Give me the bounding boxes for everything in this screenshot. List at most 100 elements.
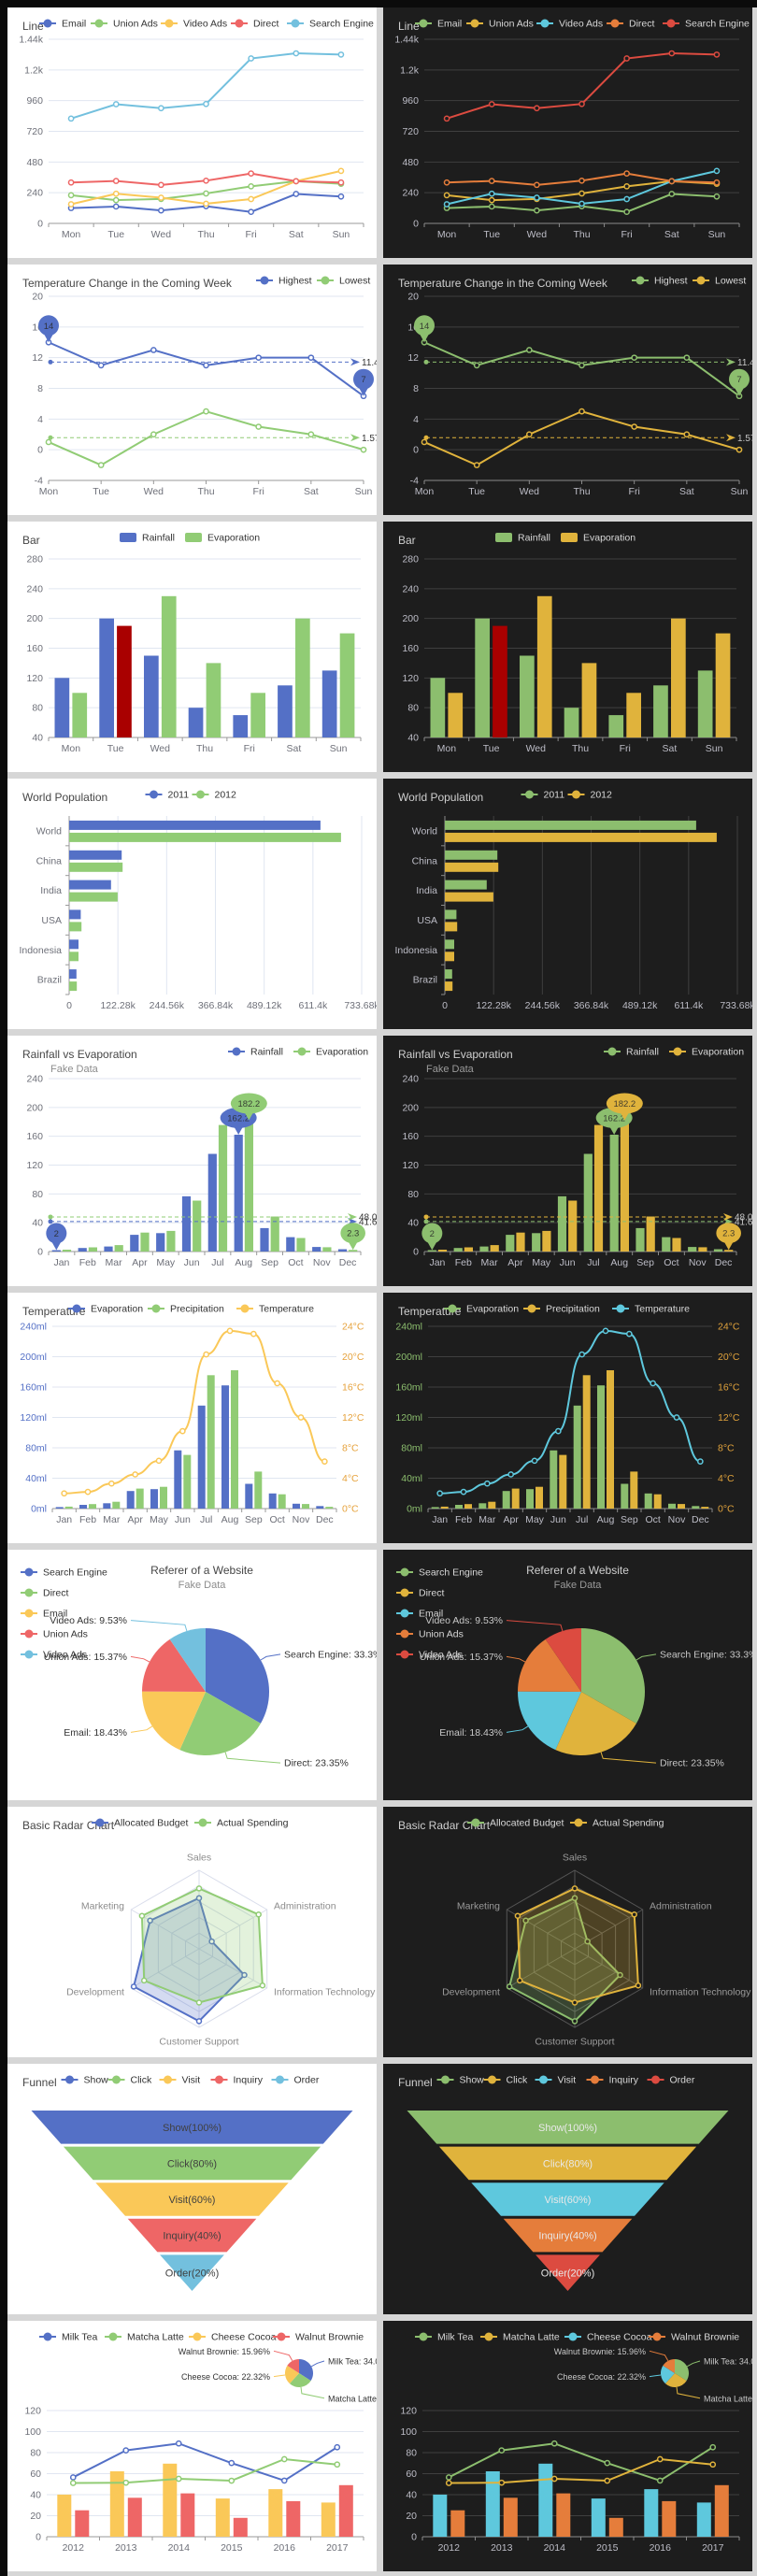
legend-item-video-ads[interactable]: Video Ads (396, 1650, 463, 1661)
legend-item-visit[interactable]: Visit (535, 2075, 577, 2086)
chart-cell-radar-basic-dark[interactable]: Basic Radar Chart Allocated Budget Actual … (383, 1807, 752, 2057)
legend-item-order[interactable]: Order (647, 2075, 695, 2086)
chart-canvas-rainfall-evaporation-dark[interactable]: Rainfall vs Evaporation Fake Data Rainfall… (383, 1036, 752, 1286)
chart-canvas-radar-basic-dark[interactable]: Basic Radar Chart Allocated Budget Actual … (383, 1807, 752, 2057)
legend-item-video-ads[interactable]: Video Ads (536, 19, 603, 30)
chart-canvas-rainfall-evaporation-light[interactable]: Rainfall vs Evaporation Fake Data Rainfall… (7, 1036, 377, 1286)
inset-pie-slice[interactable] (289, 2373, 311, 2387)
legend-item-cheese-cocoa[interactable]: Cheese Cocoa (564, 2332, 652, 2343)
legend-item-order[interactable]: Order (271, 2075, 320, 2086)
chart-canvas-pie-referer-dark[interactable]: Referer of a Website Fake Data Search Engi… (383, 1550, 752, 1800)
chart-cell-rainfall-evaporation-dark[interactable]: Rainfall vs Evaporation Fake Data Rainfall… (383, 1036, 752, 1286)
chart-canvas-world-population-light[interactable]: World Population 2011 2012 0 122.28k 244.56k 3… (7, 779, 377, 1029)
legend-item-2012[interactable]: 2012 (192, 790, 237, 801)
chart-cell-line-light[interactable]: Line Email Union Ads Video Ads Direct Search … (7, 7, 377, 258)
funnel-stage-click[interactable] (63, 2146, 321, 2181)
legend-item-2011[interactable]: 2011 (521, 790, 565, 801)
chart-canvas-temperature-mixed-dark[interactable]: Temperature Evaporation Precipitation Tempe… (383, 1293, 752, 1543)
inset-pie-slice[interactable] (284, 2365, 299, 2384)
pie-slice-search-engine[interactable] (581, 1628, 646, 1724)
chart-cell-pie-referer-light[interactable]: Referer of a Website Fake Data Search Engi… (7, 1550, 377, 1800)
legend-item-direct[interactable]: Direct (396, 1588, 445, 1599)
chart-cell-line-dark[interactable]: Line Email Union Ads Video Ads Direct Search … (383, 7, 752, 258)
legend-item-search-engine[interactable]: Search Engine (663, 19, 750, 30)
legend-item-allocated-budget[interactable]: Allocated Budget (467, 1818, 564, 1829)
legend-item-union-ads[interactable]: Union Ads (466, 19, 534, 30)
chart-cell-temperature-week-dark[interactable]: Temperature Change in the Coming Week Hig… (383, 265, 752, 515)
pie-slice-union-ads[interactable] (518, 1639, 581, 1692)
legend-item-lowest[interactable]: Lowest (693, 276, 746, 287)
pie-slice-email[interactable] (141, 1691, 206, 1751)
pie-slice-search-engine[interactable] (206, 1628, 270, 1724)
funnel-stage-inquiry[interactable] (503, 2218, 633, 2253)
legend-item-matcha-latte[interactable]: Matcha Latte (105, 2332, 184, 2343)
legend-item-precipitation[interactable]: Precipitation (523, 1304, 600, 1315)
pie-slice-direct[interactable] (555, 1692, 636, 1756)
pie-slice-email[interactable] (517, 1691, 581, 1751)
chart-cell-bar-light[interactable]: Bar Rainfall Evaporation 40 80 120 160 200 240 28… (7, 522, 377, 772)
legend-item-email[interactable]: Email (39, 19, 86, 30)
legend-item-highest[interactable]: Highest (632, 276, 688, 287)
legend-item-matcha-latte[interactable]: Matcha Latte (480, 2332, 560, 2343)
legend-item-milk-tea[interactable]: Milk Tea (415, 2332, 473, 2343)
inset-pie-slice[interactable] (287, 2359, 299, 2373)
chart-canvas-bar-dark[interactable]: Bar Rainfall Evaporation 40 80 120 160 200 240 28… (383, 522, 752, 772)
legend-item-lowest[interactable]: Lowest (317, 276, 370, 287)
chart-canvas-line-light[interactable]: Line Email Union Ads Video Ads Direct Search … (7, 7, 377, 258)
funnel-stage-click[interactable] (438, 2146, 697, 2181)
legend-item-2012[interactable]: 2012 (567, 790, 613, 801)
funnel-stage-show[interactable] (407, 2111, 729, 2144)
legend-item-cheese-cocoa[interactable]: Cheese Cocoa (189, 2332, 277, 2343)
legend-item-email[interactable]: Email (21, 1609, 67, 1620)
funnel-stage-order[interactable] (536, 2254, 600, 2291)
legend-item-milk-tea[interactable]: Milk Tea (39, 2332, 97, 2343)
legend-item-show[interactable]: Show (436, 2075, 485, 2086)
legend-item-inquiry[interactable]: Inquiry (586, 2075, 639, 2086)
chart-canvas-world-population-dark[interactable]: World Population 2011 2012 0 122.28k 244.56k 3… (383, 779, 752, 1029)
legend-item-search-engine[interactable]: Search Engine (396, 1567, 483, 1579)
chart-cell-dataset-combo-dark[interactable]: Milk Tea Matcha Latte Cheese Cocoa Walnut B… (383, 2321, 752, 2571)
chart-cell-bar-dark[interactable]: Bar Rainfall Evaporation 40 80 120 160 200 240 28… (383, 522, 752, 772)
legend-item-2011[interactable]: 2011 (145, 790, 190, 801)
legend-item-inquiry[interactable]: Inquiry (210, 2075, 264, 2086)
legend-item-video-ads[interactable]: Video Ads (161, 19, 227, 30)
chart-canvas-temperature-week-light[interactable]: Temperature Change in the Coming Week Hig… (7, 265, 377, 515)
legend-item-visit[interactable]: Visit (159, 2075, 201, 2086)
chart-canvas-dataset-combo-light[interactable]: Milk Tea Matcha Latte Cheese Cocoa Walnut B… (7, 2321, 377, 2571)
chart-canvas-bar-light[interactable]: Bar Rainfall Evaporation 40 80 120 160 200 240 28… (7, 522, 377, 772)
legend-item-actual-spending[interactable]: Actual Spending (570, 1818, 664, 1829)
legend-item-show[interactable]: Show (61, 2075, 109, 2086)
legend-item-evaporation[interactable]: Evaporation (444, 1304, 519, 1315)
pie-slice-union-ads[interactable] (142, 1639, 206, 1692)
legend-item-evaporation[interactable]: Evaporation (669, 1047, 744, 1058)
chart-cell-world-population-light[interactable]: World Population 2011 2012 0 122.28k 244.56k 3… (7, 779, 377, 1029)
legend-item-allocated-budget[interactable]: Allocated Budget (92, 1818, 188, 1829)
chart-cell-world-population-dark[interactable]: World Population 2011 2012 0 122.28k 244.56k 3… (383, 779, 752, 1029)
chart-cell-funnel-dark[interactable]: Funnel Show Click Visit Inquiry Order Show(100… (383, 2064, 752, 2314)
funnel-stage-show[interactable] (31, 2111, 353, 2144)
funnel-stage-inquiry[interactable] (127, 2218, 257, 2253)
legend-item-direct[interactable]: Direct (607, 19, 655, 30)
legend-item-union-ads[interactable]: Union Ads (396, 1629, 464, 1640)
chart-cell-temperature-mixed-light[interactable]: Temperature Evaporation Precipitation Tempe… (7, 1293, 377, 1543)
legend-item-search-engine[interactable]: Search Engine (287, 19, 374, 30)
chart-cell-dataset-combo-light[interactable]: Milk Tea Matcha Latte Cheese Cocoa Walnut B… (7, 2321, 377, 2571)
pie-slice-direct[interactable] (179, 1692, 261, 1756)
chart-cell-rainfall-evaporation-light[interactable]: Rainfall vs Evaporation Fake Data Rainfall… (7, 1036, 377, 1286)
inset-pie-slice[interactable] (664, 2373, 687, 2387)
legend-item-click[interactable]: Click (107, 2075, 152, 2086)
legend-item-search-engine[interactable]: Search Engine (21, 1567, 107, 1579)
chart-canvas-radar-basic-light[interactable]: Basic Radar Chart Allocated Budget Actual … (7, 1807, 377, 2057)
legend-item-highest[interactable]: Highest (256, 276, 312, 287)
inset-pie-slice[interactable] (663, 2359, 675, 2373)
chart-cell-radar-basic-light[interactable]: Basic Radar Chart Allocated Budget Actual … (7, 1807, 377, 2057)
chart-canvas-funnel-dark[interactable]: Funnel Show Click Visit Inquiry Order Show(100… (383, 2064, 752, 2314)
legend-item-precipitation[interactable]: Precipitation (148, 1304, 224, 1315)
legend-item-email[interactable]: Email (415, 19, 462, 30)
chart-cell-pie-referer-dark[interactable]: Referer of a Website Fake Data Search Engi… (383, 1550, 752, 1800)
pie-slice-video-ads[interactable] (545, 1628, 581, 1692)
legend-item-rainfall[interactable]: Rainfall (604, 1047, 659, 1058)
chart-cell-funnel-light[interactable]: Funnel Show Click Visit Inquiry Order Show(100… (7, 2064, 377, 2314)
chart-canvas-dataset-combo-dark[interactable]: Milk Tea Matcha Latte Cheese Cocoa Walnut B… (383, 2321, 752, 2571)
legend-item-rainfall[interactable]: Rainfall (495, 533, 550, 544)
